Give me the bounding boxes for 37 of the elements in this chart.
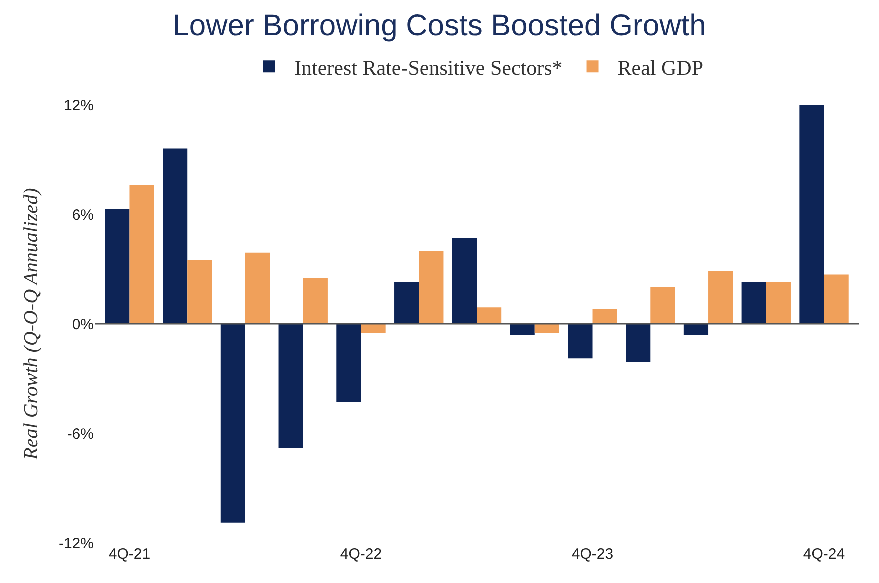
bar	[130, 185, 154, 324]
x-tick-label: 4Q-21	[108, 546, 151, 563]
bar	[163, 148, 188, 324]
bar	[592, 309, 618, 324]
bar	[708, 271, 734, 324]
y-tick-label: -12%	[58, 535, 94, 552]
bar	[742, 282, 766, 324]
bar	[419, 251, 444, 324]
x-tick-label: 4Q-24	[803, 546, 846, 563]
legend-label: Real GDP	[618, 56, 704, 80]
bar	[394, 282, 420, 324]
bar	[245, 252, 270, 324]
y-tick-label: 12%	[64, 97, 94, 114]
y-axis-title: Real Growth (Q-O-Q Annualized)	[20, 188, 42, 461]
bar	[278, 324, 304, 448]
bar	[626, 324, 651, 362]
bar	[220, 324, 246, 523]
bar	[188, 260, 212, 324]
y-tick-label: -6%	[67, 426, 94, 443]
bar	[766, 282, 791, 324]
bar	[105, 209, 130, 324]
bar	[477, 308, 502, 324]
bar	[303, 278, 328, 324]
bar	[568, 324, 593, 359]
x-tick-label: 4Q-22	[340, 546, 382, 563]
legend-label: Interest Rate-Sensitive Sectors*	[294, 56, 563, 80]
y-tick-label: 0%	[72, 316, 94, 334]
bar	[650, 288, 676, 324]
chart-title: Lower Borrowing Costs Boosted Growth	[172, 10, 706, 43]
bar	[824, 274, 849, 324]
bar	[684, 324, 709, 335]
bar	[800, 105, 824, 324]
x-tick-label: 4Q-23	[572, 546, 614, 563]
bar	[336, 324, 362, 402]
bar	[510, 324, 535, 335]
y-tick-label: 6%	[72, 206, 94, 224]
bar	[452, 238, 477, 324]
